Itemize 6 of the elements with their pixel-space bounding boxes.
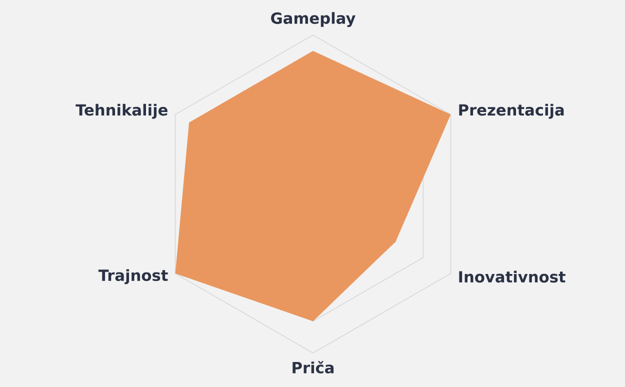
spoke-label: Tehnikalije [76,104,168,119]
spoke-label: Trajnost [98,269,168,284]
spoke-label: Priča [292,360,334,374]
spoke-label: Gameplay [271,12,356,28]
spoke-label: Inovativnost [459,270,566,283]
spoke-label: Prezentacija [459,104,564,119]
